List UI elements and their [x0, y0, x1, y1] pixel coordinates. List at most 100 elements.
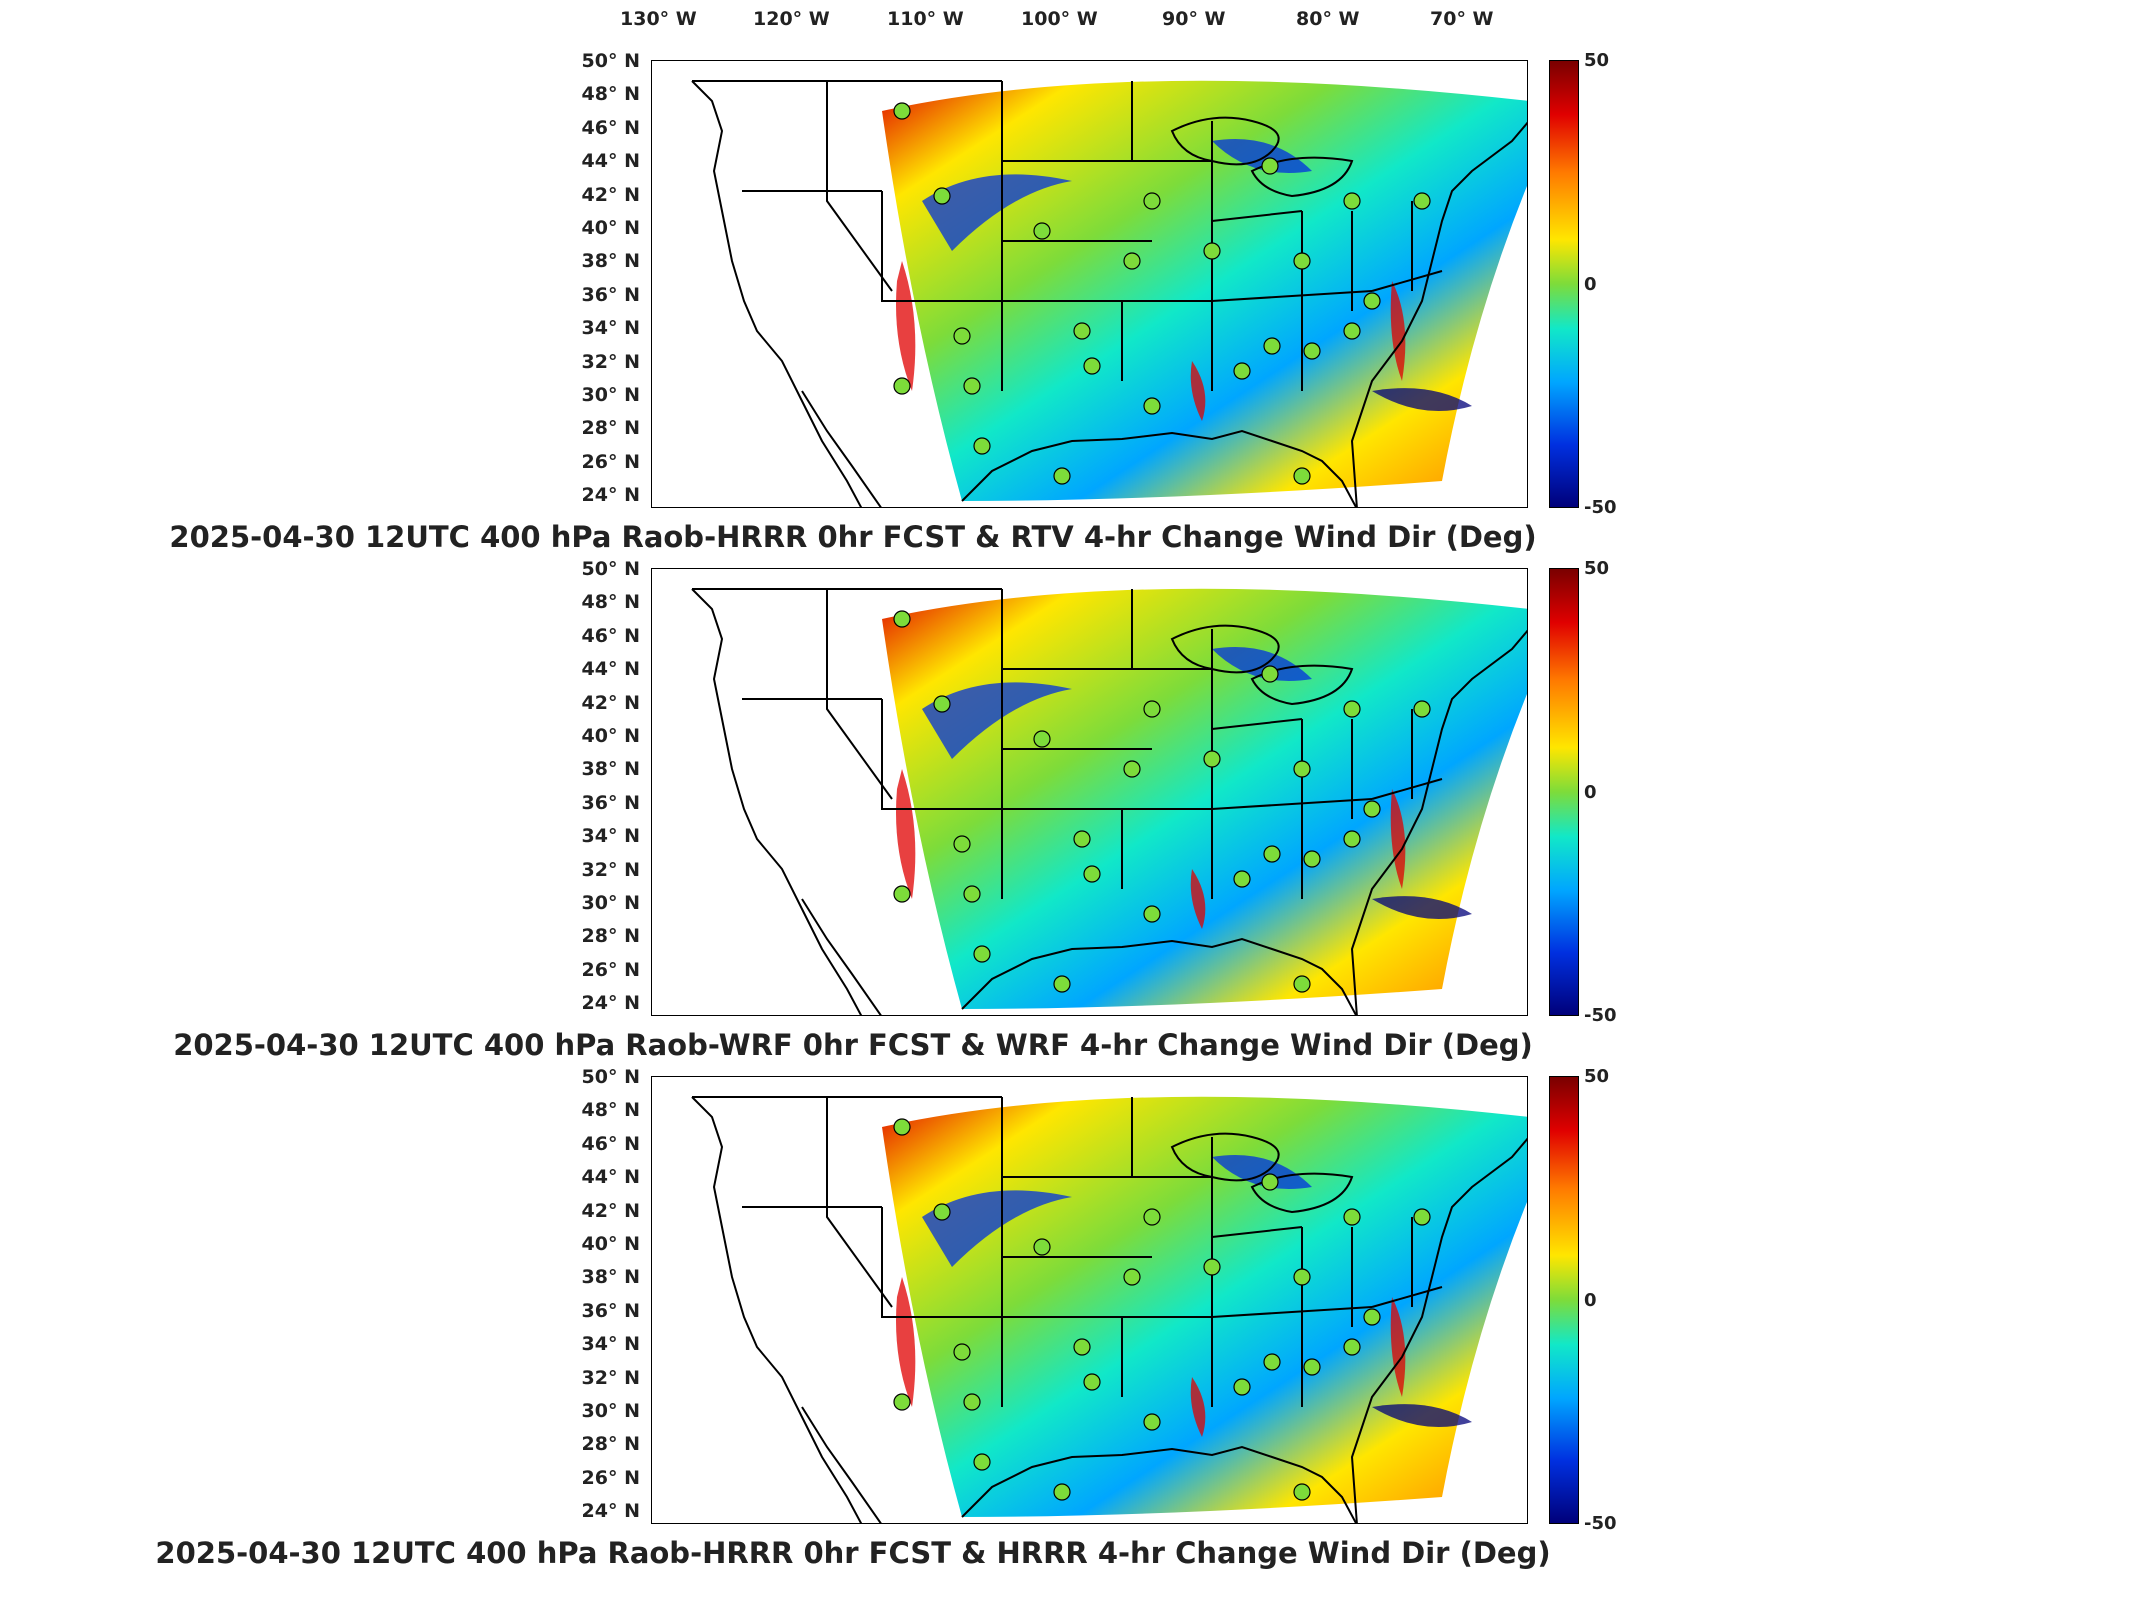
raob-station-marker: [1143, 397, 1161, 415]
lat-label: 46° N: [581, 116, 640, 139]
boundary-line: [961, 429, 1358, 507]
lat-label: 26° N: [581, 1466, 640, 1489]
lat-label: 38° N: [581, 758, 640, 781]
lon-label: 130° W: [620, 8, 697, 30]
lat-label: 36° N: [581, 283, 640, 306]
colorbar: [1549, 1076, 1579, 1524]
field-feature: [1372, 388, 1472, 411]
raob-station-marker: [1123, 760, 1141, 778]
map-panel-wrf: 50° N 48° N 46° N 44° N 42° N 40° N 38° N 36° N…: [0, 508, 2133, 1068]
boundary-line: [961, 937, 1358, 1015]
raob-station-marker: [893, 885, 911, 903]
field-feature: [922, 174, 1072, 251]
boundary-line: [801, 1406, 882, 1523]
wind-direction-map: [691, 588, 1527, 1015]
raob-station-marker: [1143, 1208, 1161, 1226]
field-feature: [1390, 789, 1406, 889]
raob-station-marker: [1293, 252, 1311, 270]
boundary-line: [881, 191, 1003, 391]
raob-station-marker: [973, 437, 991, 455]
raob-station-marker: [1033, 1238, 1051, 1256]
raob-station-marker: [933, 695, 951, 713]
boundary-line: [1371, 778, 1443, 800]
lat-label: 30° N: [581, 1400, 640, 1422]
boundary-line: [691, 1096, 863, 1523]
boundary-line: [826, 1097, 893, 1308]
raob-station-marker: [1143, 700, 1161, 718]
raob-station-marker: [1293, 975, 1311, 993]
raob-station-marker: [1363, 1308, 1381, 1326]
lon-label: 100° W: [1021, 8, 1098, 30]
boundary-line: [1350, 1137, 1527, 1523]
raob-station-marker: [953, 835, 971, 853]
wind-direction-map: [691, 80, 1527, 507]
raob-station-marker: [893, 377, 911, 395]
field-feature: [1212, 647, 1312, 681]
boundary-line: [1211, 210, 1303, 222]
raob-station-marker: [1053, 975, 1071, 993]
raob-station-marker: [1343, 700, 1361, 718]
raob-station-marker: [1073, 1338, 1091, 1356]
field-feature: [922, 1190, 1072, 1267]
field-feature: [1190, 869, 1206, 929]
field-feature: [1372, 896, 1472, 919]
boundary-line: [881, 1207, 1003, 1407]
raob-station-marker: [1083, 865, 1101, 883]
lon-label: 120° W: [753, 8, 830, 30]
raob-station-marker: [933, 1203, 951, 1221]
raob-station-marker: [953, 1343, 971, 1361]
raob-station-marker: [1143, 905, 1161, 923]
map-frame: [651, 1076, 1528, 1524]
colorbar-max-label: 50: [1584, 558, 1610, 579]
raob-station-marker: [1033, 730, 1051, 748]
lat-label: 50° N: [581, 558, 640, 580]
raob-station-marker: [1343, 322, 1361, 340]
boundary-line: [1170, 624, 1354, 706]
lon-label: 80° W: [1296, 8, 1360, 30]
raob-station-marker: [893, 1393, 911, 1411]
raob-station-marker: [1143, 192, 1161, 210]
raob-station-marker: [973, 1453, 991, 1471]
colorbar-max-label: 50: [1584, 50, 1610, 71]
boundary-line: [801, 390, 882, 507]
raob-station-marker: [893, 102, 911, 120]
lat-label: 42° N: [581, 691, 640, 714]
lat-label: 28° N: [581, 925, 640, 948]
raob-station-marker: [1263, 845, 1281, 863]
raob-station-marker: [1233, 870, 1251, 888]
field-feature: [1390, 281, 1406, 381]
raob-station-marker: [1261, 1173, 1279, 1191]
colorbar-mid-label: 0: [1584, 1290, 1597, 1311]
raob-station-marker: [1073, 322, 1091, 340]
field-feature: [1390, 1297, 1406, 1397]
boundary-line: [881, 699, 1003, 899]
boundary-line: [961, 1445, 1358, 1523]
lon-label: 70° W: [1430, 8, 1494, 30]
raob-station-marker: [1303, 850, 1321, 868]
raob-station-marker: [1123, 252, 1141, 270]
lat-label: 48° N: [581, 83, 640, 106]
field-feature: [896, 261, 916, 391]
lat-label: 30° N: [581, 892, 640, 914]
lat-label: 44° N: [581, 658, 640, 681]
lat-label: 34° N: [581, 825, 640, 848]
boundary-line: [1211, 718, 1303, 730]
lat-label: 44° N: [581, 150, 640, 173]
boundary-line: [1211, 798, 1373, 810]
field-feature: [896, 769, 916, 899]
raob-station-marker: [1203, 1258, 1221, 1276]
lat-label: 42° N: [581, 1199, 640, 1222]
colorbar-mid-label: 0: [1584, 274, 1597, 295]
map-panel-rtv: 50° N 48° N 46° N 44° N 42° N 40° N 38° N 36° N…: [0, 0, 2133, 560]
lat-label: 38° N: [581, 250, 640, 273]
lon-label: 90° W: [1162, 8, 1226, 30]
raob-station-marker: [1293, 760, 1311, 778]
field-feature: [1212, 1155, 1312, 1189]
lat-label: 46° N: [581, 1132, 640, 1155]
field-feature: [1372, 1404, 1472, 1427]
raob-station-marker: [1303, 342, 1321, 360]
raob-station-marker: [1413, 700, 1431, 718]
raob-station-marker: [1363, 292, 1381, 310]
lat-label: 48° N: [581, 1099, 640, 1122]
lat-label: 24° N: [581, 992, 640, 1015]
